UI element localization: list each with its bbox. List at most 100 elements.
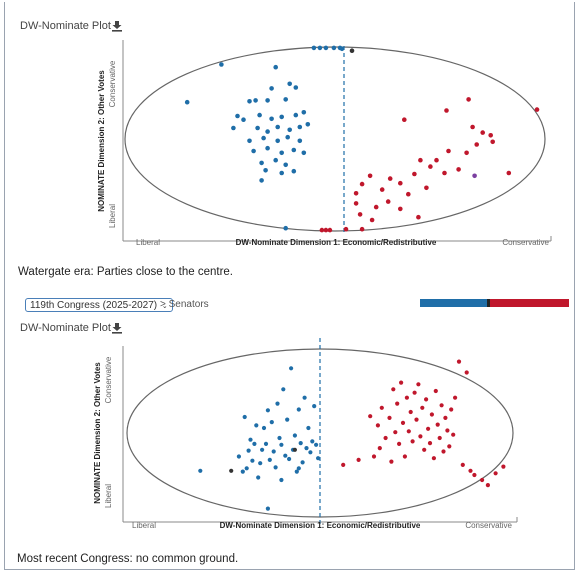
point-republican[interactable] — [341, 462, 346, 467]
point-democrat[interactable] — [294, 469, 299, 474]
point-democrat[interactable] — [241, 117, 246, 122]
point-democrat[interactable] — [285, 134, 291, 140]
point-democrat[interactable] — [273, 64, 279, 70]
point-republican[interactable] — [379, 187, 385, 192]
point-democrat[interactable] — [302, 395, 307, 400]
point-republican[interactable] — [416, 382, 421, 387]
point-democrat[interactable] — [277, 435, 282, 441]
point-republican[interactable] — [431, 456, 436, 461]
point-democrat[interactable] — [297, 124, 303, 130]
point-democrat[interactable] — [312, 404, 317, 409]
point-republican[interactable] — [439, 403, 444, 408]
point-democrat[interactable] — [289, 366, 294, 371]
point-republican[interactable] — [460, 462, 465, 467]
point-democrat[interactable] — [275, 138, 281, 144]
point-democrat[interactable] — [246, 448, 251, 453]
point-democrat[interactable] — [198, 468, 203, 473]
point-democrat[interactable] — [283, 97, 289, 102]
point-democrat[interactable] — [275, 124, 281, 130]
point-republican[interactable] — [446, 148, 451, 154]
point-republican[interactable] — [480, 477, 485, 483]
point-democrat[interactable] — [265, 408, 270, 413]
point-democrat[interactable] — [263, 441, 269, 446]
point-republican[interactable] — [480, 130, 486, 135]
point-republican[interactable] — [428, 164, 433, 169]
point-democrat[interactable] — [339, 46, 345, 52]
point-democrat[interactable] — [265, 145, 270, 151]
point-democrat[interactable] — [269, 420, 274, 425]
point-democrat[interactable] — [287, 81, 293, 87]
point-republican[interactable] — [402, 454, 407, 459]
point-republican[interactable] — [534, 107, 540, 112]
point-republican[interactable] — [422, 447, 427, 452]
point-democrat[interactable] — [260, 447, 265, 452]
point-republican[interactable] — [377, 446, 382, 451]
point-republican[interactable] — [359, 226, 365, 232]
point-democrat[interactable] — [265, 506, 270, 511]
point-democrat[interactable] — [287, 127, 293, 133]
point-republican[interactable] — [389, 459, 394, 464]
point-republican[interactable] — [357, 212, 363, 217]
point-democrat[interactable] — [279, 477, 284, 483]
point-republican[interactable] — [466, 97, 471, 102]
point-democrat[interactable] — [273, 157, 279, 163]
point-republican[interactable] — [367, 173, 373, 179]
point-republican[interactable] — [356, 457, 361, 462]
point-republican[interactable] — [464, 150, 469, 156]
point-democrat[interactable] — [253, 98, 258, 103]
point-democrat[interactable] — [293, 85, 299, 90]
download-icon[interactable] — [111, 20, 123, 32]
point-democrat[interactable] — [250, 458, 255, 463]
point-republican[interactable] — [434, 157, 439, 163]
point-republican[interactable] — [435, 422, 440, 427]
point-democrat[interactable] — [261, 135, 266, 141]
point-republican[interactable] — [397, 441, 402, 446]
point-republican[interactable] — [406, 191, 411, 197]
point-democrat[interactable] — [296, 466, 301, 471]
point-democrat[interactable] — [279, 114, 285, 120]
point-independent[interactable] — [349, 48, 355, 53]
point-independent[interactable] — [229, 468, 234, 473]
point-republican[interactable] — [395, 401, 400, 406]
point-democrat[interactable] — [258, 461, 263, 466]
point-republican[interactable] — [443, 415, 448, 420]
point-democrat[interactable] — [283, 225, 289, 231]
point-republican[interactable] — [453, 395, 458, 400]
point-republican[interactable] — [353, 201, 359, 206]
point-democrat[interactable] — [331, 45, 337, 51]
point-democrat[interactable] — [259, 178, 264, 183]
point-democrat[interactable] — [259, 160, 264, 166]
point-democrat[interactable] — [296, 407, 301, 412]
point-democrat[interactable] — [301, 150, 307, 156]
point-republican[interactable] — [359, 181, 365, 187]
point-republican[interactable] — [404, 395, 409, 400]
point-democrat[interactable] — [283, 453, 288, 458]
point-democrat[interactable] — [314, 442, 319, 447]
point-democrat[interactable] — [184, 99, 190, 105]
point-republican[interactable] — [353, 191, 359, 196]
point-democrat[interactable] — [263, 168, 268, 173]
point-republican[interactable] — [474, 142, 480, 147]
point-democrat[interactable] — [231, 125, 236, 131]
point-republican[interactable] — [472, 472, 477, 478]
point-democrat[interactable] — [242, 414, 247, 420]
point-republican[interactable] — [426, 426, 431, 431]
point-democrat[interactable] — [297, 138, 303, 144]
point-democrat[interactable] — [265, 98, 270, 103]
point-democrat[interactable] — [306, 425, 311, 431]
point-republican[interactable] — [319, 227, 325, 233]
point-republican[interactable] — [468, 468, 473, 473]
point-democrat[interactable] — [254, 423, 259, 428]
point-republican[interactable] — [449, 407, 454, 412]
point-democrat[interactable] — [256, 475, 261, 480]
point-republican[interactable] — [451, 432, 456, 437]
point-republican[interactable] — [427, 441, 433, 446]
download-icon[interactable] — [111, 322, 123, 334]
point-republican[interactable] — [501, 464, 506, 469]
point-republican[interactable] — [442, 170, 447, 176]
point-republican[interactable] — [402, 117, 407, 122]
point-republican[interactable] — [447, 444, 452, 449]
point-democrat[interactable] — [252, 441, 257, 446]
point-republican[interactable] — [343, 226, 349, 232]
point-republican[interactable] — [488, 133, 494, 138]
